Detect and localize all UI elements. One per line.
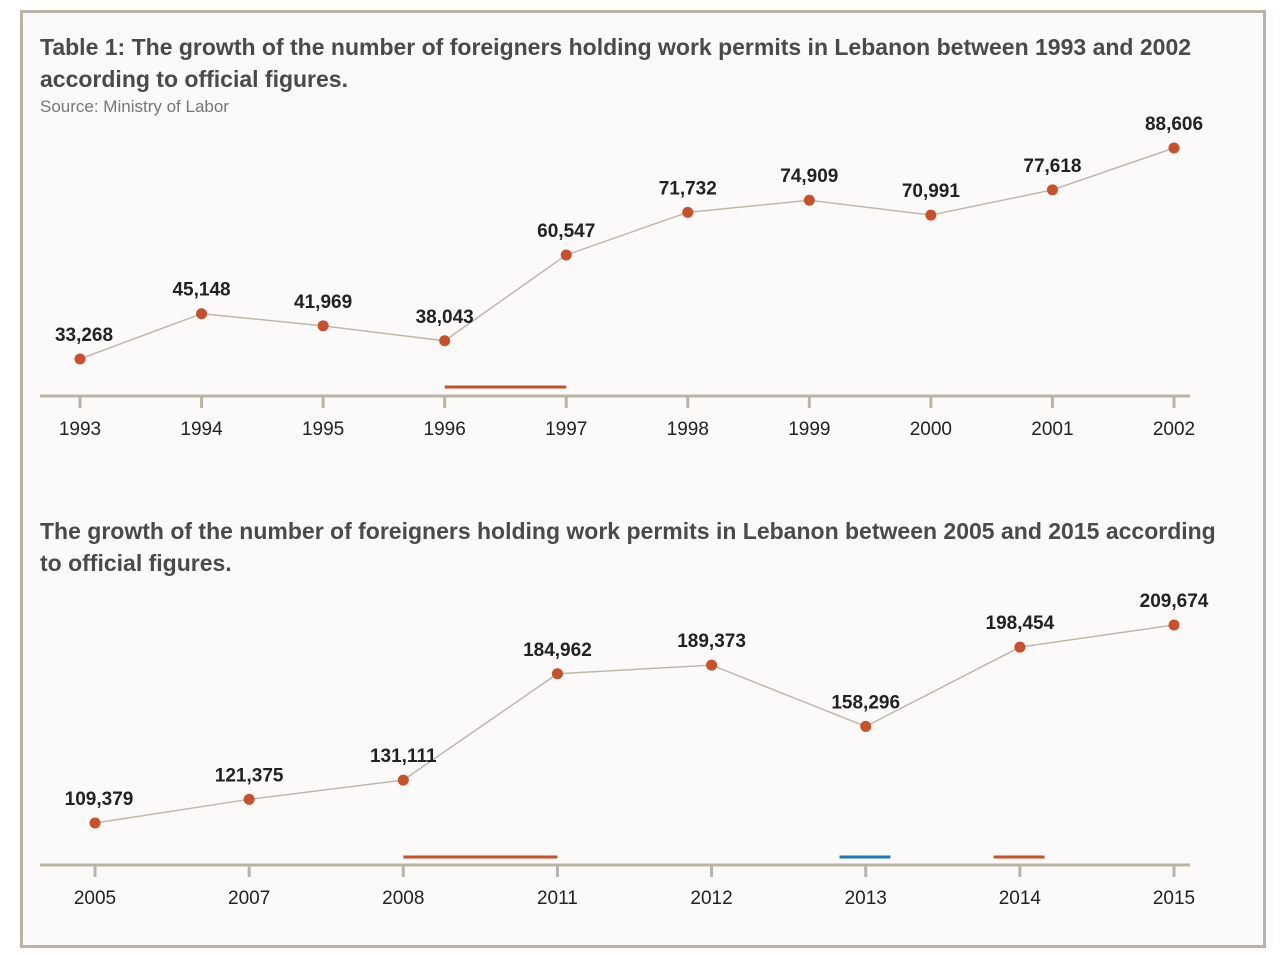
data-point: [317, 320, 329, 332]
x-tick-label: 1994: [180, 419, 223, 440]
data-point: [439, 335, 451, 347]
data-point: [1168, 142, 1180, 154]
data-label: 121,375: [215, 765, 284, 786]
data-point: [682, 206, 694, 218]
data-point: [551, 668, 563, 680]
data-point: [1014, 641, 1026, 653]
data-label: 88,606: [1145, 114, 1203, 135]
x-tick-label: 2015: [1153, 888, 1195, 909]
chart-2-title: The growth of the number of foreigners h…: [40, 518, 1216, 576]
data-label: 109,379: [65, 789, 134, 810]
chart-2: 2005 2007 2008 2011 2012 2013 2014 2015 109,379 1…: [40, 591, 1209, 909]
x-tick-label: 2002: [1153, 419, 1195, 440]
data-label: 38,043: [416, 307, 474, 328]
x-tick-label: 2014: [999, 888, 1042, 909]
x-tick-label: 1998: [667, 419, 709, 440]
data-label: 70,991: [902, 181, 961, 202]
data-point: [74, 353, 86, 365]
chart-1-source: Source: Ministry of Labor: [40, 97, 229, 116]
figure-frame: Table 1: The growth of the number of for…: [20, 10, 1266, 948]
data-point: [925, 209, 937, 221]
x-tick-label: 2005: [74, 888, 116, 909]
x-tick-label: 2012: [690, 888, 732, 909]
data-label: 131,111: [370, 746, 437, 767]
data-label: 184,962: [523, 640, 592, 661]
data-label: 189,373: [677, 631, 746, 652]
data-label: 74,909: [780, 166, 838, 187]
data-point: [560, 249, 572, 261]
data-point: [196, 308, 208, 320]
data-label: 198,454: [986, 613, 1055, 634]
data-label: 45,148: [172, 280, 230, 301]
data-point: [397, 774, 409, 786]
data-label: 77,618: [1023, 156, 1081, 177]
x-tick-label: 1995: [302, 419, 344, 440]
x-tick-label: 2011: [537, 888, 578, 909]
data-label: 158,296: [831, 692, 900, 713]
series-line: [79, 147, 1175, 360]
data-label: 60,547: [537, 221, 595, 242]
data-point: [803, 194, 815, 206]
chart-1-title: Table 1: The growth of the number of for…: [40, 34, 1192, 92]
chart-1: 1993 1994 1995 1996 1997 1998 1999 2000 2001 2002…: [40, 114, 1203, 440]
data-point: [706, 659, 718, 671]
x-tick-label: 2013: [845, 888, 887, 909]
data-point: [1046, 184, 1058, 196]
x-tick-label: 2008: [382, 888, 424, 909]
series-line: [94, 624, 1175, 824]
x-tick-label: 1997: [545, 419, 587, 440]
data-label: 71,732: [659, 178, 717, 199]
data-label: 41,969: [294, 292, 352, 313]
x-tick-label: 1993: [59, 419, 101, 440]
data-point: [1168, 619, 1180, 631]
data-point: [243, 793, 255, 805]
data-point: [89, 817, 101, 829]
x-tick-label: 2000: [910, 419, 952, 440]
x-tick-label: 1999: [788, 419, 830, 440]
data-label: 33,268: [55, 325, 113, 346]
data-point: [860, 720, 872, 732]
x-tick-label: 2007: [228, 888, 270, 909]
data-label: 209,674: [1140, 591, 1209, 612]
x-tick-label: 2001: [1031, 419, 1073, 440]
x-tick-label: 1996: [424, 419, 466, 440]
